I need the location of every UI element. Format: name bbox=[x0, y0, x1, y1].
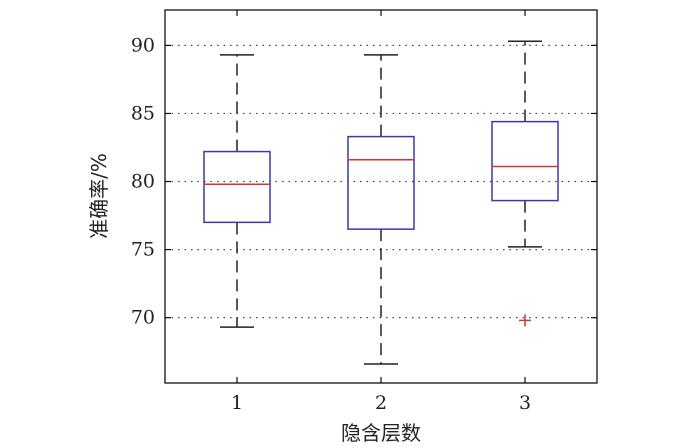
y-tick-label: 70 bbox=[131, 307, 155, 329]
y-axis-title: 准确率/% bbox=[87, 153, 111, 239]
y-tick-label: 80 bbox=[131, 171, 155, 193]
x-tick-label: 3 bbox=[519, 392, 531, 414]
x-axis-title: 隐含层数 bbox=[341, 421, 421, 445]
iqr-box bbox=[491, 120, 559, 202]
box-group-1 bbox=[203, 54, 271, 328]
x-tick-label: 2 bbox=[375, 392, 387, 414]
iqr-box bbox=[203, 150, 271, 224]
boxes bbox=[203, 40, 559, 365]
ticks: 70 75 80 85 90 1 2 3 bbox=[131, 10, 597, 414]
box-group-2 bbox=[347, 54, 415, 365]
iqr-box bbox=[347, 135, 415, 230]
y-tick-label: 75 bbox=[131, 239, 155, 261]
x-tick-label: 1 bbox=[231, 392, 243, 414]
y-tick-label: 90 bbox=[131, 34, 155, 56]
box-group-3 bbox=[491, 40, 559, 327]
y-tick-label: 85 bbox=[131, 102, 155, 124]
